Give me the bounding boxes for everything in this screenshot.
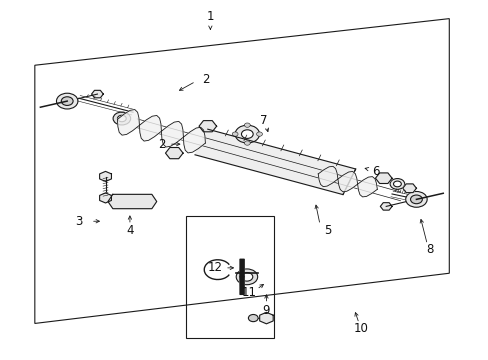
Text: 3: 3 bbox=[75, 215, 82, 228]
Circle shape bbox=[232, 132, 238, 136]
Text: 2: 2 bbox=[202, 73, 209, 86]
Polygon shape bbox=[375, 173, 391, 184]
Circle shape bbox=[117, 198, 128, 206]
Polygon shape bbox=[100, 193, 111, 203]
Circle shape bbox=[393, 181, 401, 187]
Circle shape bbox=[117, 115, 126, 122]
Polygon shape bbox=[199, 121, 216, 132]
Circle shape bbox=[56, 93, 78, 109]
Polygon shape bbox=[100, 171, 111, 181]
Polygon shape bbox=[380, 203, 391, 210]
Circle shape bbox=[410, 195, 422, 204]
Bar bbox=[185, 216, 273, 338]
Text: 2: 2 bbox=[158, 138, 165, 150]
Circle shape bbox=[61, 97, 73, 105]
Circle shape bbox=[389, 179, 404, 189]
Text: 10: 10 bbox=[353, 322, 368, 335]
Circle shape bbox=[236, 269, 257, 285]
Polygon shape bbox=[259, 312, 273, 324]
Polygon shape bbox=[108, 194, 157, 209]
Text: 5: 5 bbox=[323, 224, 330, 237]
Polygon shape bbox=[318, 166, 377, 197]
Circle shape bbox=[256, 132, 262, 136]
Text: 1: 1 bbox=[206, 10, 214, 23]
Circle shape bbox=[248, 315, 258, 321]
Text: 6: 6 bbox=[372, 165, 379, 177]
Polygon shape bbox=[402, 184, 416, 193]
Polygon shape bbox=[195, 129, 355, 195]
Polygon shape bbox=[91, 90, 103, 98]
Circle shape bbox=[244, 141, 250, 145]
Text: 4: 4 bbox=[126, 224, 133, 237]
Polygon shape bbox=[117, 109, 205, 153]
Text: 7: 7 bbox=[260, 114, 267, 127]
Circle shape bbox=[137, 198, 147, 206]
Text: 9: 9 bbox=[262, 305, 270, 318]
Circle shape bbox=[235, 125, 259, 143]
Text: 11: 11 bbox=[242, 287, 256, 300]
Polygon shape bbox=[239, 259, 244, 295]
Polygon shape bbox=[165, 148, 183, 159]
Text: 12: 12 bbox=[207, 261, 223, 274]
Text: 8: 8 bbox=[425, 243, 432, 256]
Circle shape bbox=[113, 112, 130, 125]
Circle shape bbox=[241, 273, 252, 281]
Circle shape bbox=[241, 130, 253, 138]
Circle shape bbox=[244, 123, 250, 127]
Circle shape bbox=[405, 192, 427, 207]
